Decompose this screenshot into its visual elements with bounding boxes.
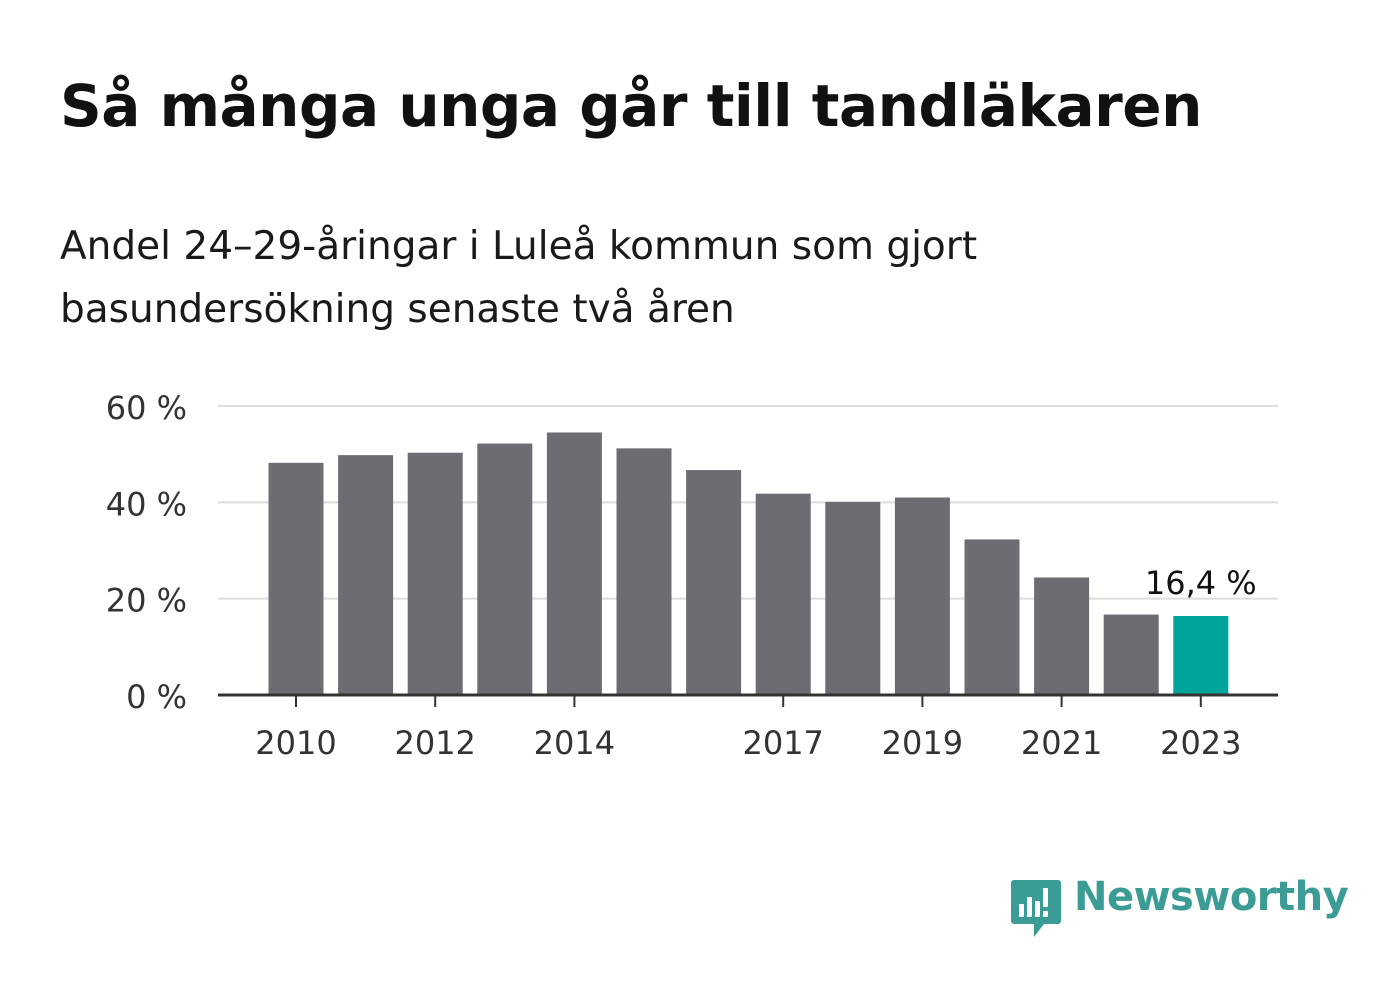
- x-tick-label: 2021: [1021, 724, 1102, 762]
- newsworthy-logo-icon: [1011, 880, 1061, 937]
- bar-2012: [407, 452, 463, 695]
- y-tick-label: 40 %: [106, 485, 187, 523]
- gridlines: [218, 405, 1278, 600]
- x-tick-label: 2012: [394, 724, 475, 762]
- brand-name: Newsworthy: [1074, 874, 1349, 920]
- bar-2013: [477, 443, 533, 695]
- bar-2014: [546, 432, 602, 695]
- chart-subtitle: Andel 24–29-åringar i Luleå kommun som g…: [60, 224, 978, 332]
- x-axis-labels: 2010 2012 2014 2017 2019 2021 2023: [255, 724, 1241, 762]
- newsworthy-logo: Newsworthy: [1010, 874, 1349, 939]
- y-tick-label: 20 %: [106, 582, 187, 620]
- x-tick-label: 2023: [1160, 724, 1241, 762]
- bar-2021: [1034, 577, 1090, 695]
- y-tick-label: 60 %: [106, 389, 187, 427]
- bar-2023: [1173, 616, 1229, 695]
- bar-2015: [616, 448, 672, 695]
- y-tick-label: 0 %: [126, 678, 187, 716]
- bar-2022: [1103, 614, 1159, 695]
- x-tick-label: 2017: [742, 724, 823, 762]
- bar-2018: [825, 501, 881, 695]
- chart-title: Så många unga går till tandläkaren: [60, 72, 1202, 140]
- x-axis-ticks: [295, 695, 1202, 707]
- bar-2020: [964, 539, 1020, 695]
- bars: [268, 432, 1229, 695]
- bar-2019: [894, 497, 950, 695]
- x-tick-label: 2014: [534, 724, 615, 762]
- y-axis-labels: 0 % 20 % 40 % 60 %: [106, 389, 187, 716]
- bar-2011: [338, 455, 394, 695]
- bar-2010: [268, 462, 324, 695]
- x-tick-label: 2019: [882, 724, 963, 762]
- x-tick-label: 2010: [255, 724, 336, 762]
- bar-2017: [755, 493, 811, 695]
- bar-2016: [686, 470, 742, 695]
- highlight-value-label: 16,4 %: [1145, 564, 1257, 602]
